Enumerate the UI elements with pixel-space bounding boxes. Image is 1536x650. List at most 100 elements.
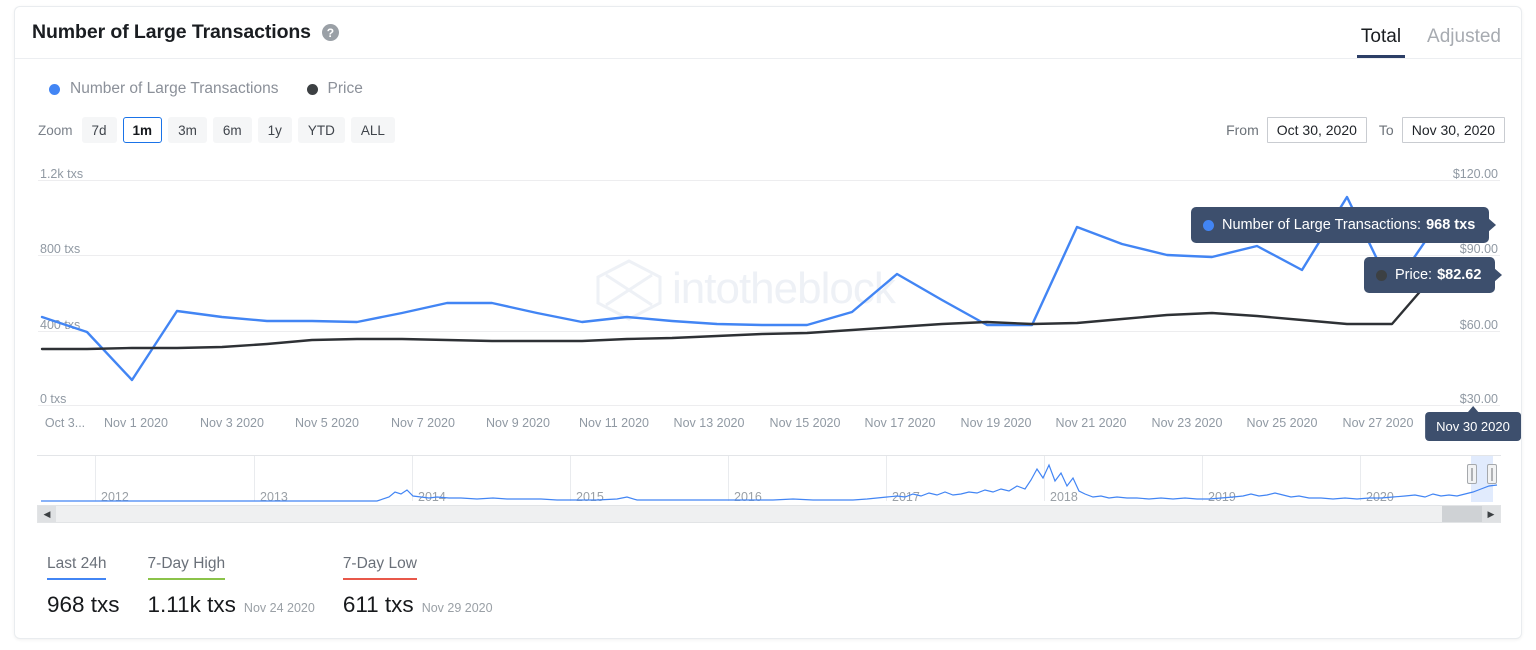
stat-value-last-24h-row: 968 txs xyxy=(47,592,120,618)
legend-label-price: Price xyxy=(327,80,363,97)
chart-plot-area[interactable]: 1.2k txs 800 txs 400 txs 0 txs $120.00 $… xyxy=(16,157,1521,412)
navigator-gridline xyxy=(1202,456,1203,501)
y2-axis-label-120: $120.00 xyxy=(1452,167,1498,181)
y-axis-label-1200: 1.2k txs xyxy=(40,167,84,181)
x-axis-tooltip: Nov 30 2020 xyxy=(1425,412,1521,441)
stat-label-last-24h: Last 24h xyxy=(47,555,107,580)
tooltip-dot-black-icon xyxy=(1376,269,1387,281)
stat-value-7-day-high-row: 1.11k txs Nov 24 2020 xyxy=(148,592,315,618)
navigator-gridline xyxy=(1360,456,1361,501)
legend-item-price[interactable]: Price xyxy=(306,80,363,98)
scroll-right-icon[interactable]: ▶ xyxy=(1482,506,1500,522)
stats-summary: Last 24h 968 txs 7-Day High 1.11k txs No… xyxy=(47,555,521,618)
tooltip-price: Price: $82.62 xyxy=(1364,257,1496,293)
navigator-gridline xyxy=(570,456,571,501)
scrollbar-thumb[interactable] xyxy=(1442,506,1482,522)
stat-label-7-day-low: 7-Day Low xyxy=(342,555,417,580)
stat-7-day-low: 7-Day Low 611 txs Nov 29 2020 xyxy=(342,555,493,618)
x-tick-7: Nov 13 2020 xyxy=(673,416,745,430)
legend-label-transactions: Number of Large Transactions xyxy=(70,80,279,97)
x-tick-10: Nov 19 2020 xyxy=(960,416,1032,430)
stat-value-7-day-high: 1.11k txs xyxy=(147,592,236,617)
tab-total[interactable]: Total xyxy=(1356,26,1406,58)
stat-7-day-high: 7-Day High 1.11k txs Nov 24 2020 xyxy=(147,555,315,618)
card-header: Number of Large Transactions ? Total Adj… xyxy=(15,7,1521,59)
gridline-400 xyxy=(38,331,1500,332)
x-tick-6: Nov 11 2020 xyxy=(579,416,649,430)
x-tick-0: Oct 3... xyxy=(44,416,86,430)
stat-value-last-24h: 968 txs xyxy=(47,592,120,617)
x-tick-9: Nov 17 2020 xyxy=(864,416,936,430)
x-tick-5: Nov 9 2020 xyxy=(486,416,550,430)
navigator-handle-left[interactable] xyxy=(1467,464,1477,484)
chart-series-svg xyxy=(40,195,1439,382)
tab-bar: Total Adjusted xyxy=(1339,7,1521,58)
chart-navigator[interactable]: 2012 2013 2014 2015 2016 2017 2018 2019 … xyxy=(37,455,1501,507)
navigator-sparkline xyxy=(41,463,1498,502)
y2-axis-label-90: $90.00 xyxy=(1459,242,1498,256)
to-date-input[interactable]: Nov 30, 2020 xyxy=(1401,117,1505,143)
navigator-series-svg xyxy=(41,463,1498,502)
scroll-left-icon[interactable]: ◀ xyxy=(38,506,56,522)
tooltip-transactions: Number of Large Transactions: 968 txs xyxy=(1191,207,1490,243)
y2-axis-label-60: $60.00 xyxy=(1459,318,1498,332)
zoom-button-3m[interactable]: 3m xyxy=(168,117,207,143)
gridline-1200 xyxy=(38,180,1500,181)
y-axis-label-800: 800 txs xyxy=(40,242,81,256)
gridline-800 xyxy=(38,255,1500,256)
navigator-handle-right[interactable] xyxy=(1487,464,1497,484)
x-tick-3: Nov 5 2020 xyxy=(295,416,359,430)
x-tick-2: Nov 3 2020 xyxy=(200,416,264,430)
navigator-gridline xyxy=(412,456,413,501)
x-tick-11: Nov 21 2020 xyxy=(1055,416,1127,430)
from-date-input[interactable]: Oct 30, 2020 xyxy=(1266,117,1367,143)
from-label: From xyxy=(1226,122,1259,138)
chart-scrollbar[interactable]: ◀ ▶ xyxy=(37,505,1501,523)
navigator-year-2019: 2019 xyxy=(1208,490,1236,504)
x-tick-12: Nov 23 2020 xyxy=(1151,416,1223,430)
stat-label-7-day-high: 7-Day High xyxy=(147,555,226,580)
navigator-gridline xyxy=(1044,456,1045,501)
x-tick-1: Nov 1 2020 xyxy=(104,416,168,430)
navigator-year-2020: 2020 xyxy=(1366,490,1394,504)
navigator-gridline xyxy=(254,456,255,501)
x-tick-8: Nov 15 2020 xyxy=(769,416,841,430)
stat-date-7-day-low: Nov 29 2020 xyxy=(421,601,493,615)
x-tick-4: Nov 7 2020 xyxy=(391,416,455,430)
chart-legend: Number of Large Transactions Price xyxy=(49,80,363,98)
zoom-button-6m[interactable]: 6m xyxy=(212,117,252,143)
zoom-button-7d[interactable]: 7d xyxy=(81,117,117,143)
to-label: To xyxy=(1378,122,1394,138)
tooltip-price-value: $82.62 xyxy=(1437,267,1482,283)
navigator-gridline xyxy=(728,456,729,501)
tooltip-dot-blue-icon xyxy=(1203,219,1214,231)
zoom-button-ytd[interactable]: YTD xyxy=(297,117,345,143)
navigator-year-2014: 2014 xyxy=(418,490,446,504)
y-axis-label-400: 400 txs xyxy=(40,318,81,332)
stat-value-7-day-low-row: 611 txs Nov 29 2020 xyxy=(343,592,493,618)
x-axis: Oct 3... Nov 1 2020 Nov 3 2020 Nov 5 202… xyxy=(15,412,1521,442)
legend-dot-black-icon xyxy=(306,83,318,95)
legend-dot-blue-icon xyxy=(49,83,60,95)
tooltip-price-label: Price: xyxy=(1395,267,1433,283)
navigator-year-2018: 2018 xyxy=(1050,490,1078,504)
tooltip-transactions-label: Number of Large Transactions: xyxy=(1222,217,1422,233)
tab-adjusted[interactable]: Adjusted xyxy=(1427,26,1501,47)
y2-axis-label-30: $30.00 xyxy=(1459,392,1498,406)
zoom-label: Zoom xyxy=(38,122,73,138)
zoom-button-1m[interactable]: 1m xyxy=(122,117,163,143)
x-tick-14: Nov 27 2020 xyxy=(1342,416,1414,430)
chart-card: Number of Large Transactions ? Total Adj… xyxy=(14,6,1522,639)
y-axis-label-0: 0 txs xyxy=(40,392,67,406)
zoom-button-1y[interactable]: 1y xyxy=(257,117,292,143)
x-tick-13: Nov 25 2020 xyxy=(1246,416,1318,430)
series-line-price xyxy=(40,270,1439,351)
legend-item-transactions[interactable]: Number of Large Transactions xyxy=(49,80,279,98)
page-title: Number of Large Transactions xyxy=(32,21,311,43)
tooltip-transactions-value: 968 txs xyxy=(1426,217,1476,233)
stat-value-7-day-low: 611 txs xyxy=(342,592,414,617)
zoom-button-all[interactable]: ALL xyxy=(350,117,395,143)
question-mark-icon[interactable]: ? xyxy=(321,24,339,41)
navigator-gridline xyxy=(95,456,96,501)
navigator-gridline xyxy=(886,456,887,501)
